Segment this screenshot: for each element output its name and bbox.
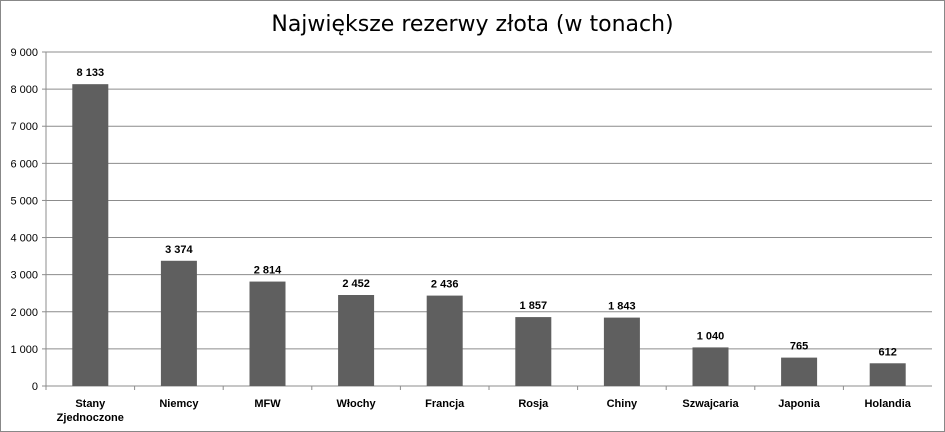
chart-title: Największe rezerwy złota (w tonach) [271,12,674,37]
y-tick-label: 6 000 [10,158,38,170]
bar [603,317,640,386]
data-label: 1 040 [697,330,725,342]
category-label: Japonia [778,398,820,410]
y-tick-label: 2 000 [10,307,38,319]
y-tick-label: 3 000 [10,270,38,282]
category-label-line: Szwajcaria [682,398,739,410]
category-label: Francja [425,398,465,410]
bar [692,347,729,386]
data-label: 2 814 [254,265,282,277]
y-tick-label: 7 000 [10,121,38,133]
category-label-line: Japonia [778,398,820,410]
category-label-line: Francja [425,398,465,410]
data-label: 1 843 [608,301,636,313]
data-label: 3 374 [165,244,193,256]
category-label-line: Holandia [864,398,911,410]
category-label: Niemcy [159,398,199,410]
category-label-line: MFW [254,398,281,410]
data-label: 2 436 [431,279,459,291]
bar [72,84,109,387]
y-tick-label: 5 000 [10,195,38,207]
category-label-line: Niemcy [159,398,199,410]
y-tick-label: 9 000 [10,47,38,59]
data-label: 612 [879,346,897,358]
category-label-line: Rosja [518,398,549,410]
category-label: Holandia [864,398,911,410]
y-tick-label: 1 000 [10,344,38,356]
category-label-line: Chiny [607,398,638,410]
category-label: Włochy [337,398,377,410]
category-label: Szwajcaria [682,398,739,410]
bar [338,295,375,386]
bar [781,357,818,386]
bar [869,363,906,386]
category-label: Rosja [518,398,549,410]
data-label: 1 857 [520,300,548,312]
y-tick-label: 0 [32,381,38,393]
bar [426,295,463,386]
y-tick-label: 8 000 [10,84,38,96]
category-label: MFW [254,398,281,410]
bar [249,281,286,386]
category-label-line: Zjednoczone [57,412,124,424]
bar [515,317,552,386]
data-label: 8 133 [77,67,105,79]
category-label-line: Włochy [337,398,377,410]
category-label: Chiny [607,398,638,410]
bar [160,260,197,386]
category-label: Stany Zjednoczone [57,398,124,424]
data-label: 765 [790,341,808,353]
category-label-line: Stany [75,398,106,410]
data-label: 2 452 [342,278,370,290]
y-tick-label: 4 000 [10,233,38,245]
